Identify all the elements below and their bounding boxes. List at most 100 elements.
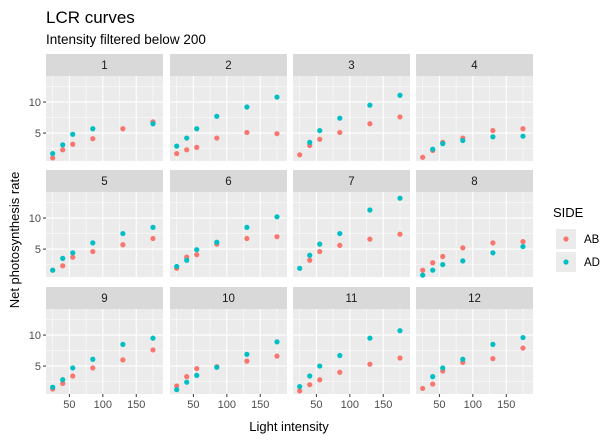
data-point-ab: [214, 135, 220, 141]
data-point-ad: [60, 142, 66, 148]
facet-panel-9: 9 5 10 50 100 150: [29, 287, 163, 411]
facet-strip: [416, 170, 533, 192]
facet-strip-label: 8: [471, 176, 477, 188]
y-tick-label: 5: [35, 361, 41, 373]
data-point-ad: [460, 137, 466, 144]
data-point-ad: [397, 92, 403, 98]
x-tick-label: 150: [251, 399, 269, 411]
facet-panel-2: 2: [170, 54, 287, 161]
facet-panel-4: 4: [416, 54, 533, 161]
data-point-ad: [214, 113, 220, 119]
data-point-ad: [337, 352, 343, 359]
facet-strip-label: 3: [348, 60, 354, 72]
facet-strip-label: 6: [225, 176, 231, 188]
data-point-ab: [297, 152, 303, 158]
data-point-ad: [150, 335, 156, 341]
data-point-ab: [120, 242, 126, 248]
data-point-ad: [50, 384, 56, 390]
y-tick-label: 10: [29, 330, 41, 342]
data-point-ad: [90, 126, 96, 132]
data-point-ab: [520, 239, 526, 245]
facet-strip: [46, 287, 163, 309]
facet-strip-label: 1: [101, 60, 107, 72]
data-point-ad: [184, 135, 190, 141]
data-point-ab: [397, 231, 403, 237]
panel-background: [46, 192, 163, 277]
facet-panel-11: 11 50 100 150: [293, 287, 410, 411]
data-point-ad: [307, 139, 313, 145]
data-point-ab: [297, 388, 303, 394]
data-point-ad: [274, 214, 280, 220]
data-point-ad: [150, 224, 156, 230]
data-point-ab: [60, 147, 66, 153]
x-tick-label: 100: [464, 399, 482, 411]
facet-strip-label: 10: [222, 293, 235, 305]
data-point-ab: [490, 127, 496, 134]
data-point-ab: [70, 254, 76, 260]
data-point-ad: [397, 328, 403, 334]
data-point-ad: [214, 364, 220, 370]
data-point-ad: [194, 247, 200, 253]
data-point-ab: [337, 129, 343, 136]
data-point-ab: [274, 353, 280, 359]
data-point-ad: [520, 334, 526, 341]
chart-title: LCR curves: [46, 8, 135, 27]
facet-strip-label: 4: [471, 60, 478, 72]
data-point-ad: [430, 146, 436, 152]
data-point-ab: [194, 365, 200, 372]
data-point-ad: [184, 379, 190, 385]
facet-panel-5: 5 5 10: [29, 170, 163, 277]
data-point-ad: [174, 263, 180, 270]
data-point-ad: [297, 383, 303, 390]
panel-background: [416, 192, 533, 277]
x-tick-label: 50: [187, 399, 199, 411]
legend-key-ad: [563, 259, 569, 265]
data-point-ad: [460, 356, 466, 362]
legend-label-ad: AD: [584, 257, 600, 269]
data-point-ab: [194, 252, 200, 258]
panel-background: [416, 76, 533, 161]
data-point-ad: [90, 240, 96, 246]
data-point-ab: [420, 154, 426, 160]
x-tick-label: 50: [63, 399, 75, 411]
facet-panel-8: 8: [416, 170, 533, 278]
data-point-ad: [397, 195, 403, 201]
data-point-ad: [120, 341, 126, 347]
legend-label-ab: AB: [584, 234, 600, 246]
data-point-ab: [490, 240, 496, 246]
data-point-ad: [420, 272, 426, 278]
data-point-ad: [60, 255, 66, 261]
legend: SIDE AB AD: [553, 205, 600, 272]
data-point-ad: [50, 267, 56, 273]
facet-strip: [46, 54, 163, 76]
panel-background: [46, 309, 163, 394]
data-point-ad: [70, 250, 76, 256]
data-point-ad: [174, 387, 180, 393]
data-point-ab: [440, 253, 446, 260]
y-tick-label: 5: [35, 128, 41, 140]
facet-strip: [46, 170, 163, 192]
data-point-ad: [307, 252, 313, 258]
data-point-ad: [367, 207, 373, 213]
data-point-ad: [70, 365, 76, 371]
legend-key-ab: [563, 236, 569, 242]
facet-strip: [170, 287, 287, 309]
facet-panel-6: 6: [170, 170, 287, 277]
data-point-ad: [430, 267, 436, 273]
facet-panel-3: 3: [293, 54, 410, 161]
data-point-ad: [214, 239, 220, 245]
data-point-ab: [460, 245, 466, 251]
data-point-ab: [367, 236, 373, 242]
data-point-ad: [317, 241, 323, 247]
x-tick-label: 150: [374, 399, 392, 411]
x-tick-label: 100: [94, 399, 112, 411]
data-point-ab: [184, 374, 190, 380]
data-point-ab: [420, 385, 426, 392]
x-tick-label: 50: [433, 399, 445, 411]
data-point-ab: [397, 114, 403, 120]
data-point-ab: [90, 248, 96, 255]
data-point-ad: [244, 351, 250, 357]
facet-strip-label: 12: [468, 293, 481, 305]
